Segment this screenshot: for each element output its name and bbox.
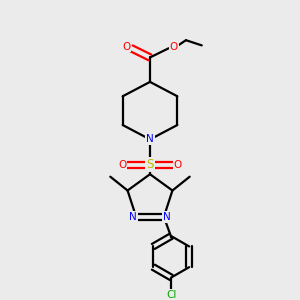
Text: S: S (146, 158, 154, 171)
Text: O: O (173, 160, 182, 170)
Text: N: N (146, 134, 154, 144)
Text: N: N (163, 212, 171, 222)
Text: O: O (118, 160, 127, 170)
Text: O: O (170, 41, 178, 52)
Text: N: N (129, 212, 137, 222)
Text: Cl: Cl (166, 290, 176, 300)
Text: O: O (122, 41, 130, 52)
